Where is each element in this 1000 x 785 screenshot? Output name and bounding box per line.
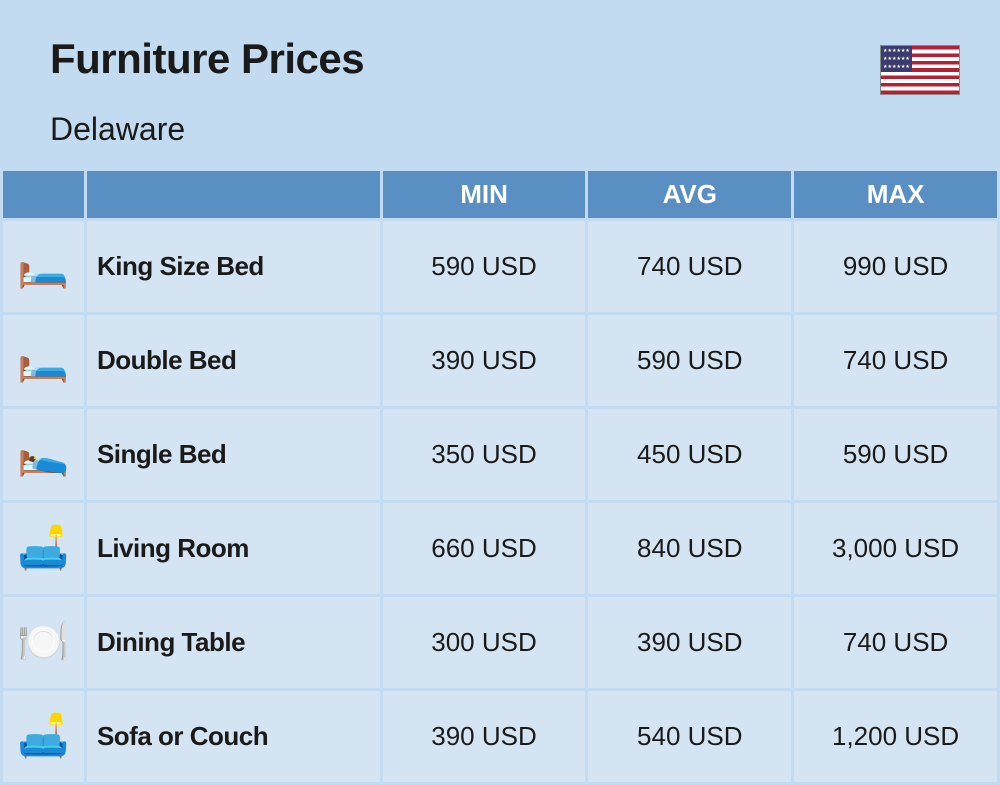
furniture-name: Living Room	[85, 502, 381, 596]
min-price: 590 USD	[381, 220, 587, 314]
table-row: 🛏️ Double Bed 390 USD 590 USD 740 USD	[2, 314, 999, 408]
furniture-icon: 🛏️	[2, 314, 86, 408]
table-row: 🍽️ Dining Table 300 USD 390 USD 740 USD	[2, 596, 999, 690]
min-price: 390 USD	[381, 690, 587, 784]
furniture-icon: 🛋️	[2, 502, 86, 596]
us-flag-icon	[880, 45, 960, 95]
furniture-icon: 🛌	[2, 408, 86, 502]
min-price: 660 USD	[381, 502, 587, 596]
table-row: 🛏️ King Size Bed 590 USD 740 USD 990 USD	[2, 220, 999, 314]
max-price: 3,000 USD	[793, 502, 999, 596]
header-min: MIN	[381, 170, 587, 220]
avg-price: 590 USD	[587, 314, 793, 408]
table-row: 🛋️ Living Room 660 USD 840 USD 3,000 USD	[2, 502, 999, 596]
table-row: 🛌 Single Bed 350 USD 450 USD 590 USD	[2, 408, 999, 502]
min-price: 390 USD	[381, 314, 587, 408]
max-price: 590 USD	[793, 408, 999, 502]
furniture-icon: 🍽️	[2, 596, 86, 690]
avg-price: 390 USD	[587, 596, 793, 690]
avg-price: 840 USD	[587, 502, 793, 596]
furniture-name: King Size Bed	[85, 220, 381, 314]
max-price: 740 USD	[793, 314, 999, 408]
table-header-row: MIN AVG MAX	[2, 170, 999, 220]
furniture-name: Dining Table	[85, 596, 381, 690]
avg-price: 540 USD	[587, 690, 793, 784]
page-subtitle: Delaware	[50, 111, 950, 148]
table-row: 🛋️ Sofa or Couch 390 USD 540 USD 1,200 U…	[2, 690, 999, 784]
header-name-col	[85, 170, 381, 220]
price-table: MIN AVG MAX 🛏️ King Size Bed 590 USD 740…	[0, 168, 1000, 785]
furniture-icon: 🛏️	[2, 220, 86, 314]
header-avg: AVG	[587, 170, 793, 220]
max-price: 740 USD	[793, 596, 999, 690]
furniture-name: Sofa or Couch	[85, 690, 381, 784]
max-price: 990 USD	[793, 220, 999, 314]
furniture-name: Double Bed	[85, 314, 381, 408]
avg-price: 740 USD	[587, 220, 793, 314]
max-price: 1,200 USD	[793, 690, 999, 784]
avg-price: 450 USD	[587, 408, 793, 502]
header-icon-col	[2, 170, 86, 220]
min-price: 300 USD	[381, 596, 587, 690]
header: Furniture Prices Delaware	[0, 0, 1000, 168]
furniture-name: Single Bed	[85, 408, 381, 502]
min-price: 350 USD	[381, 408, 587, 502]
furniture-icon: 🛋️	[2, 690, 86, 784]
page-title: Furniture Prices	[50, 35, 950, 83]
header-max: MAX	[793, 170, 999, 220]
